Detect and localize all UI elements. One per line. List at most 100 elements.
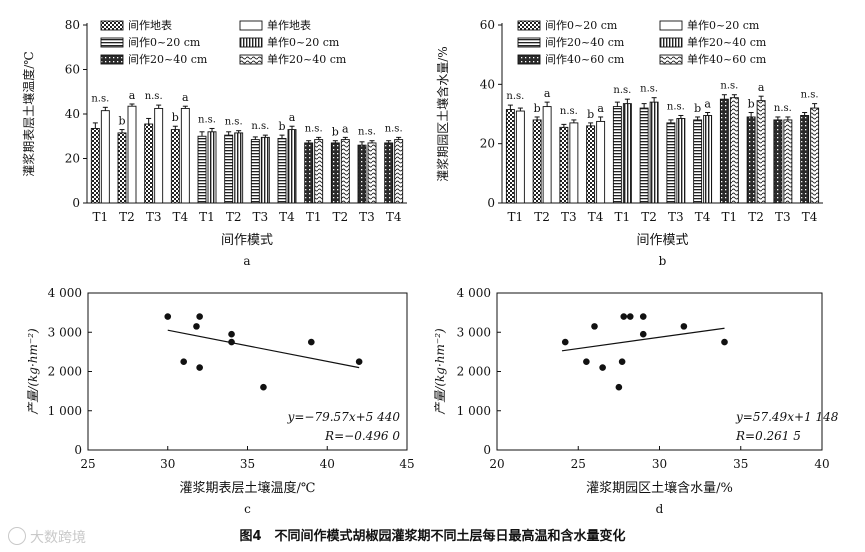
- x-tick-label: T1: [615, 210, 631, 224]
- data-point: [680, 323, 688, 330]
- x-tick-label: T1: [722, 210, 738, 224]
- legend-swatch: [517, 37, 541, 48]
- bar-intercrop: [224, 134, 234, 204]
- bar-monocrop: [729, 97, 739, 204]
- significance-label: a: [544, 87, 551, 100]
- bar-monocrop: [703, 115, 713, 204]
- plot-frame: [496, 292, 823, 451]
- significance-label: a: [182, 91, 189, 104]
- x-axis-label: 间作模式: [636, 233, 688, 248]
- significance-label: n.s.: [667, 101, 685, 112]
- bar-monocrop: [340, 139, 350, 204]
- bar-intercrop: [277, 138, 287, 204]
- bar-intercrop: [197, 135, 207, 204]
- significance-label: n.s.: [640, 84, 658, 95]
- y-tick-label: 1 000: [457, 404, 491, 418]
- legend-swatch: [239, 20, 263, 31]
- significance-label: n.s.: [358, 127, 376, 138]
- bar-intercrop: [746, 116, 756, 204]
- data-point: [620, 313, 628, 320]
- bar-intercrop: [773, 119, 783, 204]
- regression-line: [561, 327, 725, 352]
- regression-line: [167, 329, 360, 369]
- significance-label: n.s.: [91, 93, 109, 104]
- bar-monocrop: [234, 132, 244, 204]
- legend-swatch: [517, 54, 541, 65]
- significance-label: b: [278, 120, 285, 133]
- significance-label: n.s.: [251, 121, 269, 132]
- x-tick-label: 35: [240, 457, 255, 471]
- significance-label: n.s.: [305, 123, 323, 134]
- y-axis-label: 灌浆期表层土壤温度/℃: [21, 51, 36, 176]
- panel-c-temperature-yield-scatter: 0 1 000 2 000 3 000 4 000 25 30 35 40 45 y=−79.57x…: [26, 286, 415, 516]
- y-tick-label: 1 000: [48, 404, 82, 418]
- significance-label: n.s.: [385, 123, 403, 134]
- bar-monocrop: [810, 107, 820, 204]
- y-tick-label: 2 000: [48, 365, 82, 379]
- panel-letter: b: [659, 254, 667, 268]
- watermark-logo-icon: [8, 527, 26, 545]
- x-tick-label: T4: [588, 210, 604, 224]
- x-tick-label: T1: [93, 210, 109, 224]
- y-tick-label: 20: [65, 152, 80, 166]
- bar-monocrop: [394, 139, 404, 204]
- data-point: [164, 313, 172, 320]
- x-tick-label: T1: [199, 210, 215, 224]
- panel-d-moisture-yield-scatter: 0 1 000 2 000 3 000 4 000 20 25 30 35 40 y=57.49x+…: [433, 286, 839, 516]
- x-tick-label: T1: [508, 210, 524, 224]
- significance-label: n.s.: [560, 106, 578, 117]
- panel-a-temperature-bars: 020406080n.s.T1baT2n.s.T3baT4n.s.T1n.s.T…: [21, 18, 407, 268]
- y-axis-label: 产量/(kg·hm⁻²): [433, 328, 447, 415]
- legend-label: 单作20~40 cm: [267, 53, 347, 66]
- significance-label: n.s.: [774, 103, 792, 114]
- data-point: [639, 330, 647, 338]
- significance-label: a: [704, 98, 711, 111]
- x-tick-label: 40: [320, 457, 335, 471]
- x-tick-label: 35: [733, 457, 748, 471]
- x-tick-label: 25: [80, 457, 95, 471]
- correlation-coefficient: R=−0.496 0: [324, 429, 400, 443]
- x-tick-label: 40: [814, 457, 829, 471]
- legend-swatch: [659, 54, 683, 65]
- regression-equation: y=−79.57x+5 440: [287, 410, 401, 424]
- y-tick-label: 0: [487, 196, 495, 210]
- bar-intercrop: [719, 98, 729, 204]
- data-point: [615, 383, 623, 391]
- regression-equation: y=57.49x+1 148: [735, 410, 839, 424]
- data-point: [591, 323, 598, 330]
- x-tick-label: 25: [571, 457, 586, 471]
- data-point: [260, 383, 267, 391]
- x-tick-label: T3: [561, 210, 577, 224]
- bar-intercrop: [384, 142, 394, 204]
- x-tick-label: 20: [489, 457, 504, 471]
- bar-monocrop: [314, 139, 324, 204]
- x-tick-label: T3: [253, 210, 269, 224]
- y-tick-label: 4 000: [457, 286, 491, 300]
- x-tick-label: T3: [775, 210, 791, 224]
- x-tick-label: T3: [359, 210, 375, 224]
- significance-label: n.s.: [613, 85, 631, 96]
- panel-letter: d: [656, 502, 664, 516]
- data-point: [196, 364, 203, 371]
- significance-label: b: [118, 115, 125, 128]
- bar-monocrop: [207, 131, 217, 204]
- data-point: [228, 338, 235, 346]
- legend-swatch: [659, 20, 683, 31]
- data-point: [228, 330, 235, 338]
- legend-label: 间作20~40 cm: [545, 36, 625, 49]
- bar-intercrop: [532, 119, 542, 204]
- y-tick-label: 0: [74, 443, 82, 457]
- significance-label: a: [129, 89, 136, 102]
- x-tick-label: T4: [279, 210, 295, 224]
- y-tick-label: 0: [483, 443, 491, 457]
- legend-swatch: [659, 37, 683, 48]
- y-tick-label: 80: [65, 18, 80, 32]
- bar-intercrop: [144, 123, 154, 204]
- significance-label: b: [534, 102, 541, 115]
- data-point: [180, 358, 187, 365]
- x-tick-label: 45: [399, 457, 414, 471]
- y-axis-label: 产量/(kg·hm⁻²): [26, 328, 40, 415]
- bar-monocrop: [260, 136, 270, 204]
